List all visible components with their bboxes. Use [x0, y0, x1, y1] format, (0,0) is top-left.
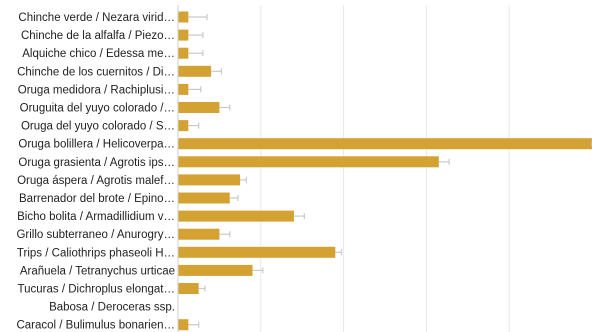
- category-label: Arañuela / Tetranychus urticae: [20, 265, 175, 277]
- category-label: Chinche verde / Nezara virid…: [18, 12, 175, 24]
- bar: [178, 83, 189, 95]
- category-label: Oruga áspera / Agrotis malef…: [17, 175, 175, 187]
- bar: [178, 65, 212, 77]
- category-label: Trips / Caliothrips phaseoli H…: [17, 247, 175, 259]
- gridlines: [260, 5, 510, 332]
- bar: [178, 138, 592, 150]
- bar: [178, 246, 336, 258]
- bar: [178, 210, 294, 222]
- category-label: Alquiche chico / Edessa me…: [22, 48, 175, 60]
- bar: [178, 264, 253, 276]
- bar: [178, 120, 189, 132]
- bar: [178, 174, 241, 186]
- category-label: Chinche de los cuernitos / Di…: [17, 66, 175, 78]
- category-label: Caracol / Bulimulus bonarien…: [16, 320, 175, 332]
- category-label: Oruga medidora / Rachiplusi…: [18, 84, 175, 96]
- bar: [178, 319, 189, 331]
- bar: [178, 192, 230, 204]
- category-label: Oruga del yuyo colorado / S…: [21, 121, 175, 133]
- bar: [178, 102, 220, 113]
- bar: [178, 283, 199, 294]
- bar: [178, 228, 220, 240]
- category-label: Grillo subterraneo / Anurogry…: [16, 229, 175, 241]
- category-label: Babosa / Deroceras ssp.: [49, 302, 175, 314]
- bar: [178, 156, 439, 168]
- category-label: Barrenador del brote / Epino…: [19, 193, 175, 205]
- bar: [178, 11, 189, 23]
- category-label: Tucuras / Dichroplus elongat…: [18, 284, 175, 296]
- bar: [178, 29, 189, 41]
- category-label: Oruga grasienta / Agrotis ips…: [18, 157, 175, 169]
- bar: [178, 47, 189, 59]
- category-label: Oruga bolillera / Helicoverpa…: [18, 139, 175, 151]
- category-label: Bicho bolita / Armadillidium v…: [17, 211, 175, 223]
- category-label: Oruguita del yuyo colorado /…: [20, 103, 175, 115]
- category-label: Chinche de la alfalfa / Piezo…: [21, 30, 175, 42]
